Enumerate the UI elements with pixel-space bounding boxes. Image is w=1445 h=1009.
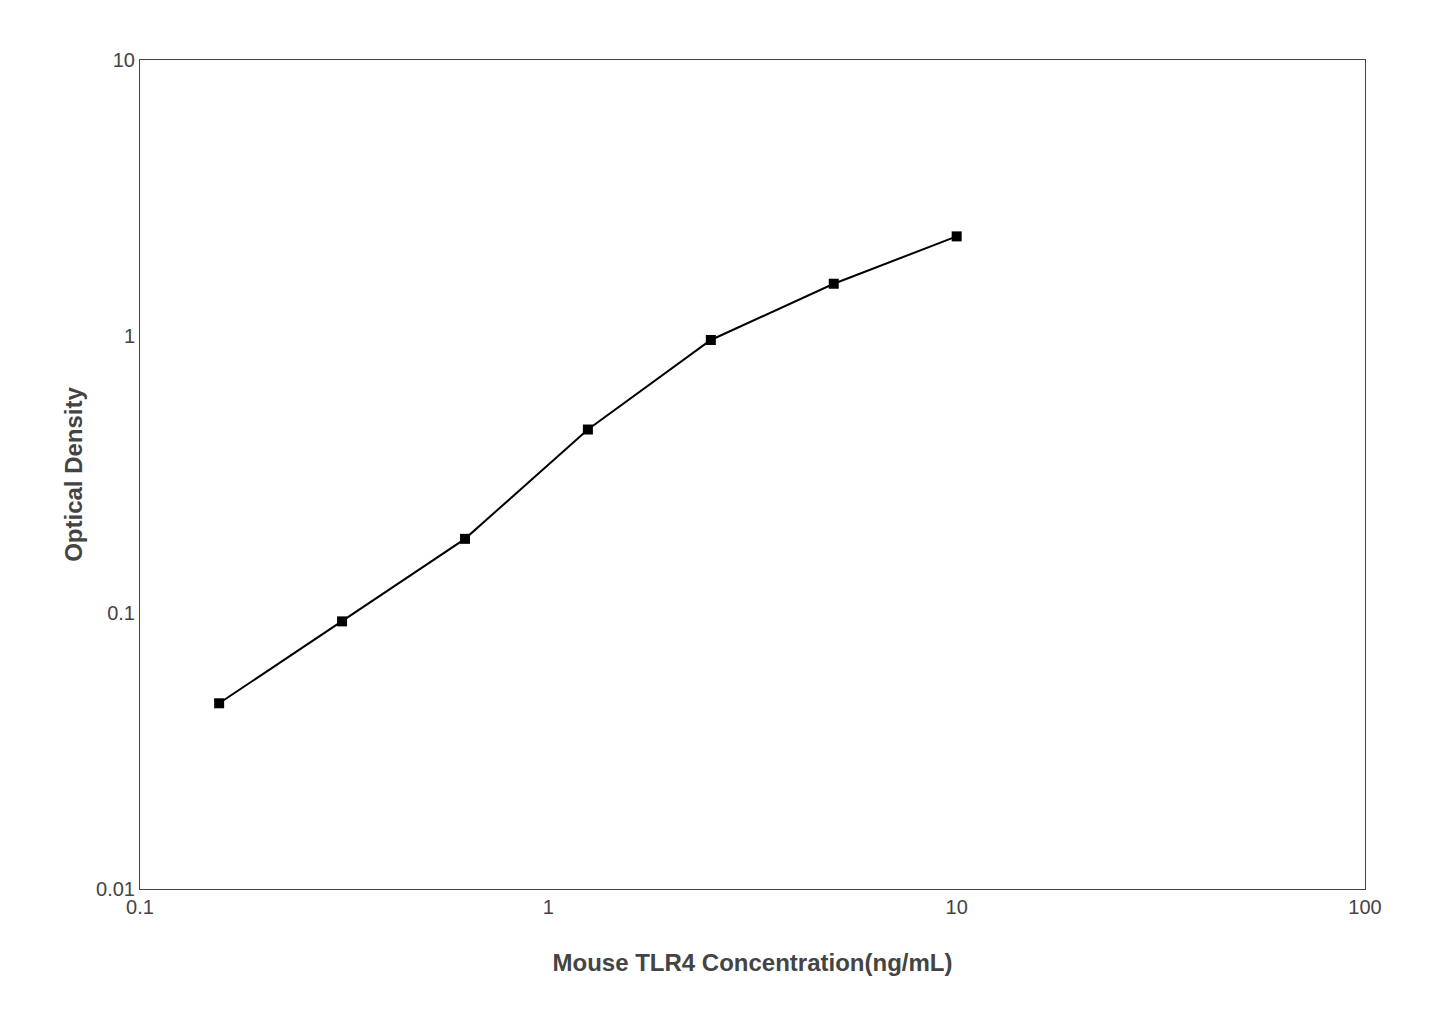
svg-text:10: 10 <box>113 49 135 71</box>
svg-text:1: 1 <box>124 325 135 347</box>
svg-text:0.01: 0.01 <box>96 878 135 900</box>
svg-text:10: 10 <box>946 896 968 918</box>
svg-text:Optical Density: Optical Density <box>60 386 87 561</box>
svg-text:Mouse TLR4 Concentration(ng/mL: Mouse TLR4 Concentration(ng/mL) <box>553 949 953 976</box>
svg-text:0.1: 0.1 <box>107 602 135 624</box>
svg-text:1: 1 <box>543 896 554 918</box>
svg-text:100: 100 <box>1348 896 1381 918</box>
svg-text:0.1: 0.1 <box>126 896 154 918</box>
